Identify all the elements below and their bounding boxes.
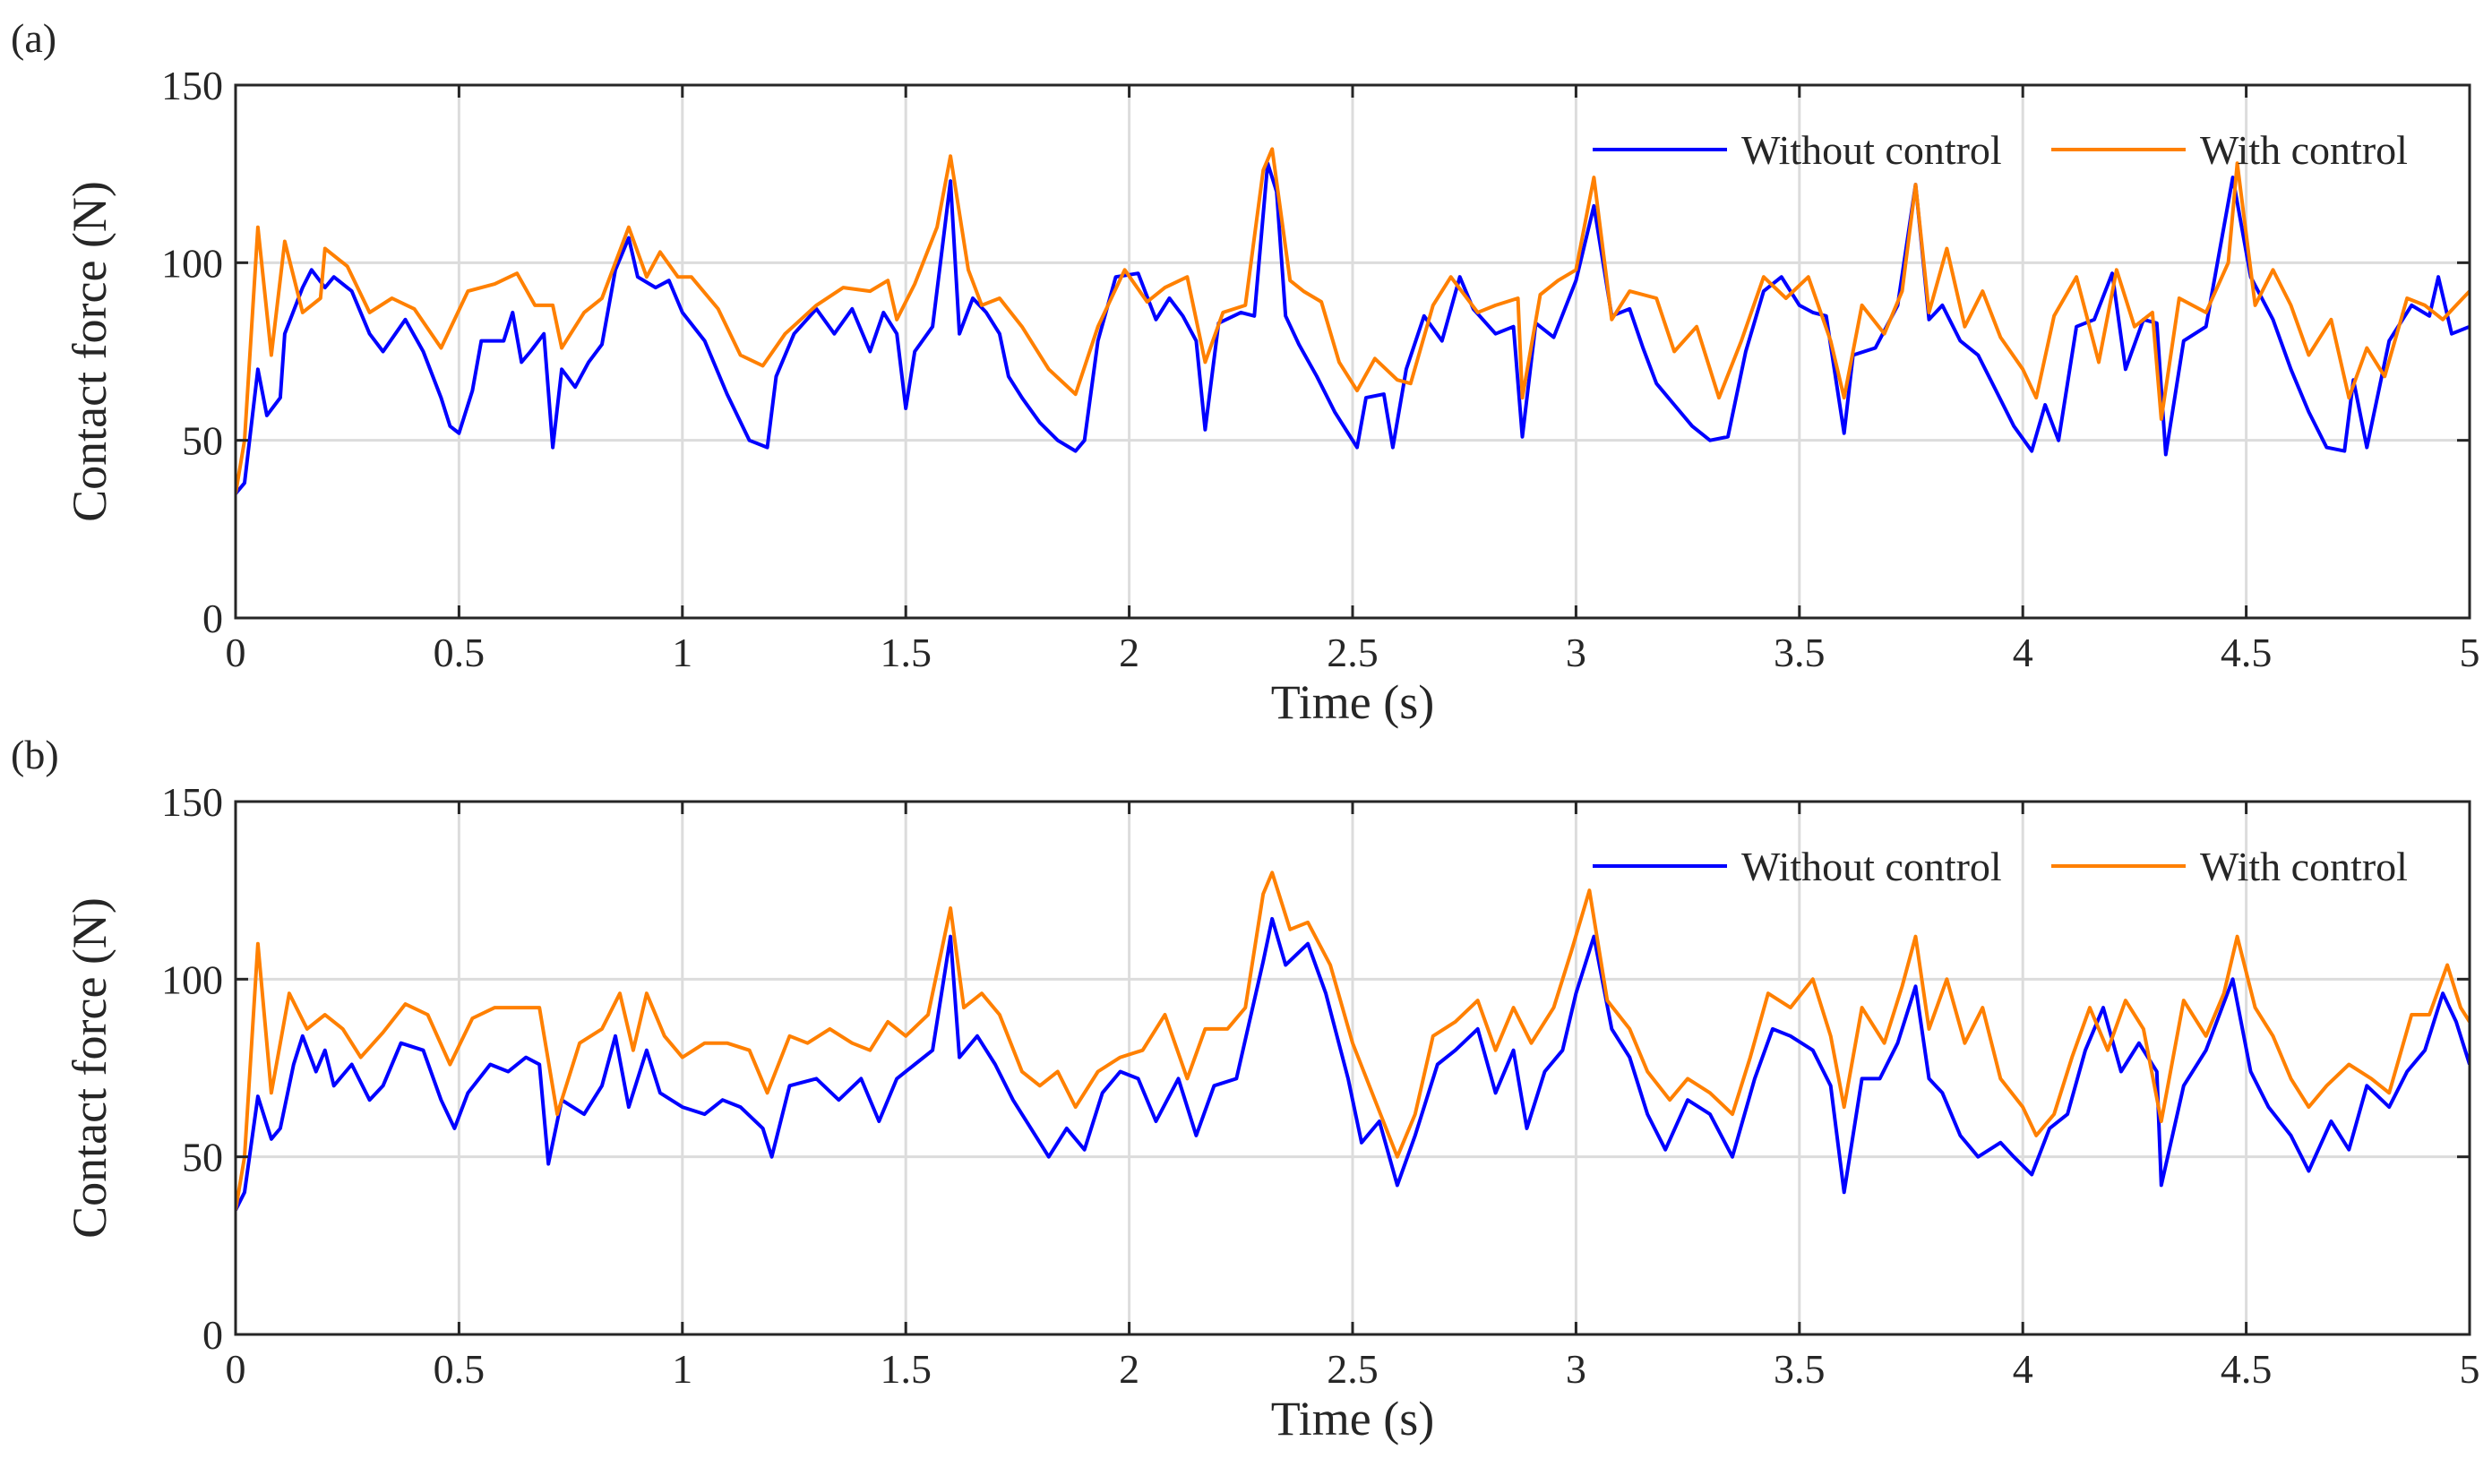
x-tick-label: 5 <box>2460 1346 2480 1392</box>
x-tick-label: 0.5 <box>434 630 486 675</box>
series-line-without-control <box>236 161 2470 495</box>
x-tick-label: 4 <box>2013 630 2033 675</box>
y-tick-label: 0 <box>202 596 223 641</box>
x-tick-label: 2 <box>1119 1346 1139 1392</box>
legend-label: With control <box>2200 844 2408 889</box>
x-tick-label: 3 <box>1566 1346 1586 1392</box>
y-axis-label: Contact force (N) <box>63 181 116 522</box>
legend-label: Without control <box>1741 127 2002 173</box>
x-tick-label: 2.5 <box>1327 1346 1379 1392</box>
x-tick-label: 1.5 <box>880 630 932 675</box>
x-tick-label: 3 <box>1566 630 1586 675</box>
y-tick-label: 150 <box>161 63 223 108</box>
x-tick-label: 4.5 <box>2221 630 2273 675</box>
legend: Without control With control <box>1593 844 2408 889</box>
x-tick-label: 3.5 <box>1774 1346 1826 1392</box>
series-line-with-control <box>236 147 2470 494</box>
y-tick-label: 0 <box>202 1312 223 1358</box>
x-tick-label: 4.5 <box>2221 1346 2273 1392</box>
series-group <box>236 871 2470 1212</box>
legend-label: With control <box>2200 127 2408 173</box>
x-tick-label: 0 <box>226 1346 246 1392</box>
series-group <box>236 147 2470 495</box>
y-tick-label: 150 <box>161 779 223 825</box>
y-tick-label: 50 <box>182 418 223 464</box>
legend-label: Without control <box>1741 844 2002 889</box>
x-tick-label: 4 <box>2013 1346 2033 1392</box>
x-tick-label: 1.5 <box>880 1346 932 1392</box>
y-tick-label: 50 <box>182 1135 223 1180</box>
x-tick-label: 2 <box>1119 630 1139 675</box>
x-tick-label: 0 <box>226 630 246 675</box>
panel-label: (a) <box>11 15 56 61</box>
series-line-with-control <box>236 871 2470 1211</box>
x-tick-label: 1 <box>672 630 692 675</box>
y-tick-label: 100 <box>161 956 223 1002</box>
x-tick-label: 2.5 <box>1327 630 1379 675</box>
x-axis-label: Time (s) <box>1271 675 1435 729</box>
x-tick-label: 0.5 <box>434 1346 486 1392</box>
x-axis-label: Time (s) <box>1271 1392 1435 1445</box>
y-axis-label: Contact force (N) <box>63 897 116 1239</box>
y-tick-label: 100 <box>161 240 223 286</box>
x-tick-label: 5 <box>2460 630 2480 675</box>
x-tick-label: 1 <box>672 1346 692 1392</box>
panel-label: (b) <box>11 732 59 777</box>
x-tick-label: 3.5 <box>1774 630 1826 675</box>
legend: Without control With control <box>1593 127 2408 173</box>
series-line-without-control <box>236 916 2470 1212</box>
